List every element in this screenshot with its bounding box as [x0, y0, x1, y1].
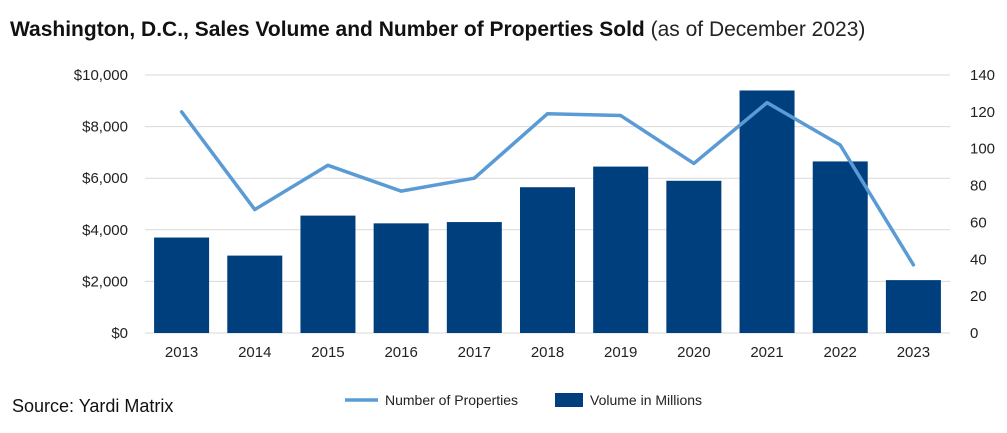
bar [154, 237, 210, 333]
x-tick-label: 2015 [311, 344, 344, 361]
y-right-tick-label: 40 [970, 251, 987, 268]
line-point [692, 161, 696, 165]
line-point [911, 263, 915, 267]
x-tick-label: 2019 [604, 344, 637, 361]
y-left-tick-label: $8,000 [82, 119, 128, 136]
chart-title-main: Washington, D.C., Sales Volume and Numbe… [10, 18, 645, 41]
line-point [472, 176, 476, 180]
x-tick-label: 2013 [165, 344, 198, 361]
line-point [619, 114, 623, 118]
line-point [326, 163, 330, 167]
legend-bar-swatch [555, 393, 583, 407]
y-left-tick-label: $0 [111, 325, 128, 342]
bar [885, 280, 941, 333]
x-tick-label: 2021 [750, 344, 783, 361]
source-note: Source: Yardi Matrix [12, 396, 174, 416]
bar [446, 222, 502, 333]
bar [812, 161, 868, 333]
y-left-tick-label: $6,000 [82, 170, 128, 187]
chart-title: Washington, D.C., Sales Volume and Numbe… [10, 18, 865, 42]
legend-label-number-of-properties: Number of Properties [385, 392, 518, 408]
y-left-tick-label: $4,000 [82, 222, 128, 239]
y-right-tick-label: 140 [970, 67, 995, 84]
x-tick-label: 2023 [897, 344, 930, 361]
x-tick-label: 2022 [824, 344, 857, 361]
y-right-tick-label: 0 [970, 325, 978, 342]
bar [739, 90, 795, 333]
y-left-tick-label: $2,000 [82, 273, 128, 290]
y-right-tick-label: 100 [970, 141, 995, 158]
chart-subtitle: (as of December 2023) [650, 18, 866, 41]
line-point [399, 189, 403, 193]
line-point [253, 208, 257, 212]
y-left-tick-label: $10,000 [74, 67, 128, 84]
y-right-tick-label: 60 [970, 214, 987, 231]
bar [227, 255, 283, 333]
bar [666, 180, 722, 333]
bar [300, 215, 356, 333]
bar [520, 187, 575, 333]
y-right-tick-label: 120 [970, 104, 995, 121]
x-tick-label: 2020 [677, 344, 710, 361]
y-right-tick-label: 20 [970, 288, 987, 305]
y-right-tick-label: 80 [970, 178, 987, 195]
x-tick-label: 2017 [458, 344, 491, 361]
line-point [546, 112, 549, 116]
x-tick-label: 2018 [531, 344, 564, 361]
line-point [838, 143, 842, 147]
line-point [765, 101, 769, 105]
legend-label-volume-in-millions: Volume in Millions [590, 392, 702, 408]
bar [593, 166, 649, 333]
x-tick-label: 2014 [238, 344, 271, 361]
x-tick-label: 2016 [384, 344, 417, 361]
line-point [180, 110, 184, 114]
bar [373, 223, 429, 333]
